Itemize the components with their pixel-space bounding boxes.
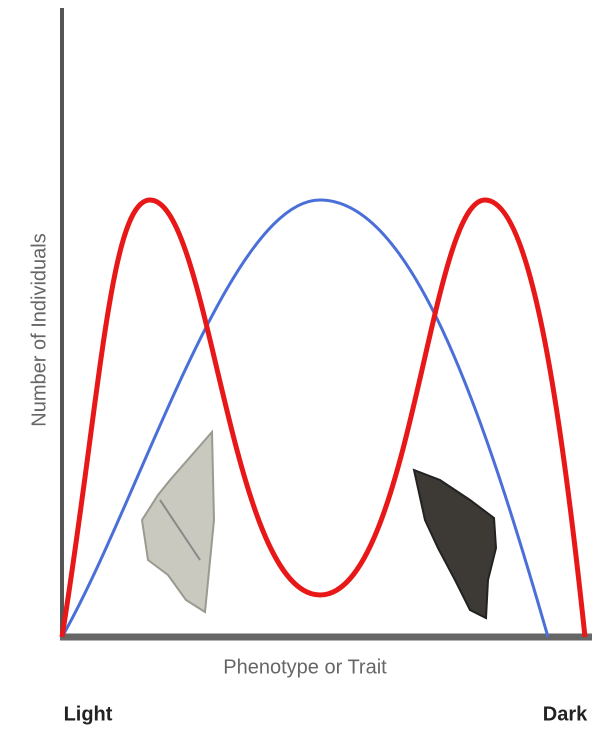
y-axis-label: Number of Individuals <box>28 233 50 426</box>
page: Number of Individuals Phenotype or Trait… <box>0 0 599 729</box>
diagram: Number of Individuals Phenotype or Trait… <box>0 0 599 729</box>
light-moth <box>142 432 214 612</box>
left-scale-label: Light <box>64 703 113 725</box>
x-axis-label: Phenotype or Trait <box>223 656 387 678</box>
right-scale-label: Dark <box>543 703 588 725</box>
disruptive-selection-curve <box>62 200 585 637</box>
dark-moth <box>414 470 496 618</box>
